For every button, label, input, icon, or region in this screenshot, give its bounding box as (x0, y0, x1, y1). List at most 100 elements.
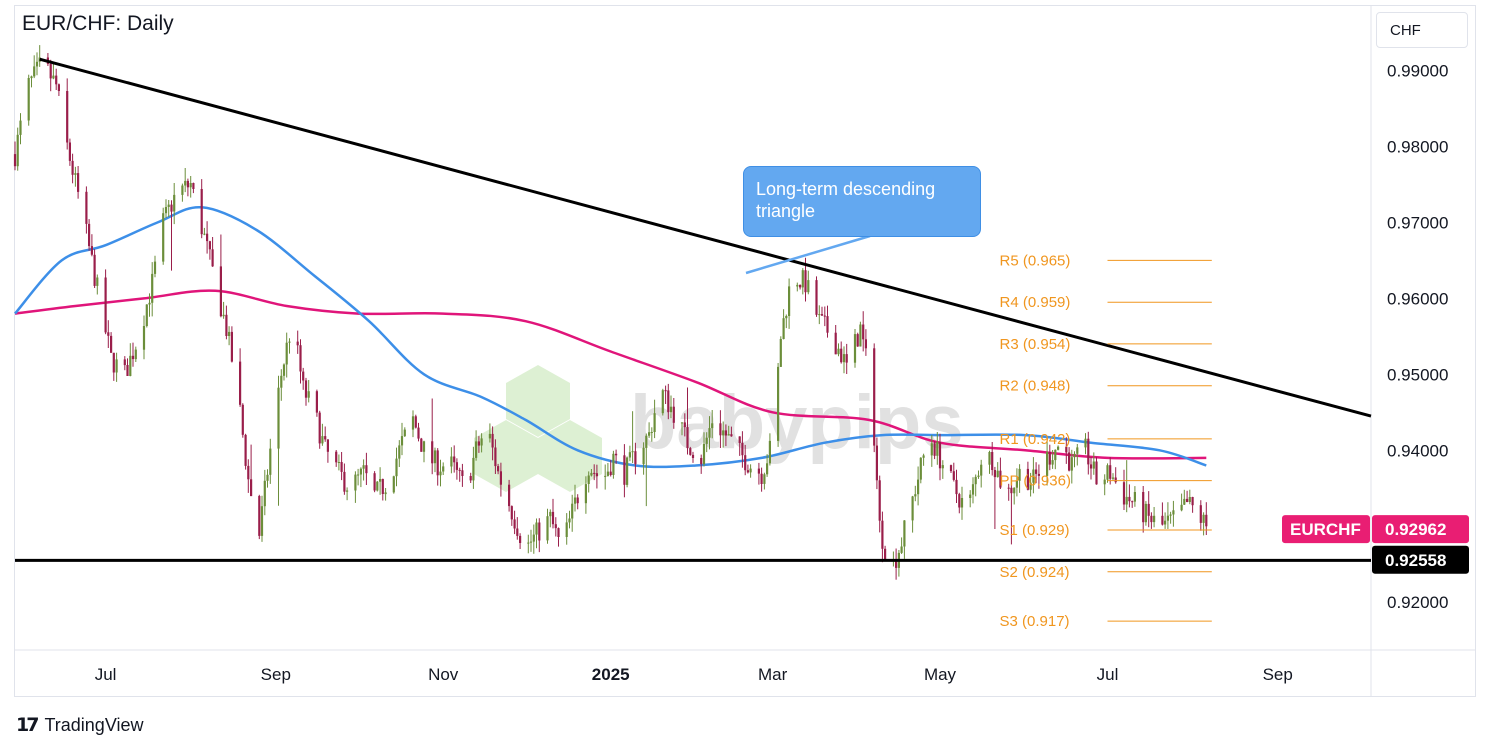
candle[interactable] (936, 432, 939, 465)
candle[interactable] (269, 438, 272, 484)
candle[interactable] (88, 219, 91, 251)
candle[interactable] (280, 369, 283, 401)
candle[interactable] (304, 377, 308, 406)
candle[interactable] (1125, 460, 1128, 513)
candle[interactable] (431, 398, 434, 475)
candle[interactable] (903, 520, 906, 559)
candle[interactable] (247, 459, 250, 493)
candle[interactable] (450, 447, 453, 474)
candle[interactable] (807, 270, 810, 295)
candle[interactable] (230, 326, 233, 363)
candle[interactable] (398, 440, 401, 467)
candle[interactable] (884, 545, 887, 562)
candle[interactable] (667, 383, 670, 420)
candle[interactable] (960, 486, 964, 520)
candle[interactable] (897, 550, 900, 577)
candle[interactable] (919, 457, 922, 484)
candle[interactable] (538, 518, 541, 553)
candle[interactable] (455, 458, 458, 480)
candle[interactable] (263, 469, 266, 516)
candle[interactable] (653, 399, 656, 439)
candle[interactable] (1051, 450, 1054, 469)
candle[interactable] (1172, 500, 1175, 527)
candle[interactable] (1186, 490, 1189, 503)
candle[interactable] (768, 433, 771, 466)
candle[interactable] (142, 315, 146, 360)
candle[interactable] (131, 342, 135, 367)
candle[interactable] (208, 240, 211, 260)
candle[interactable] (853, 329, 857, 368)
candle[interactable] (664, 385, 667, 404)
candle[interactable] (49, 59, 52, 92)
candle[interactable] (129, 343, 132, 377)
candle[interactable] (815, 276, 818, 317)
candle[interactable] (340, 452, 343, 481)
candle[interactable] (354, 471, 357, 503)
candle[interactable] (1089, 456, 1093, 480)
candle[interactable] (738, 436, 741, 456)
candle[interactable] (359, 467, 362, 488)
candle[interactable] (546, 508, 549, 544)
candle[interactable] (856, 332, 859, 347)
currency-selector[interactable]: CHF (1376, 12, 1468, 48)
candle[interactable] (266, 469, 269, 488)
candle[interactable] (1035, 462, 1038, 484)
candle[interactable] (527, 534, 530, 554)
candle[interactable] (969, 490, 972, 508)
candle[interactable] (991, 442, 994, 476)
candle[interactable] (38, 45, 41, 67)
candle[interactable] (1092, 452, 1095, 475)
candle[interactable] (615, 449, 618, 464)
candle[interactable] (744, 444, 747, 476)
candle[interactable] (763, 472, 766, 490)
candle[interactable] (1188, 489, 1191, 505)
candle[interactable] (705, 432, 708, 453)
trendline-descending-resistance[interactable] (39, 57, 1372, 418)
candle[interactable] (782, 309, 785, 340)
candle[interactable] (186, 178, 189, 197)
candle[interactable] (203, 227, 206, 236)
candle[interactable] (766, 454, 769, 477)
candle[interactable] (749, 464, 752, 478)
candle[interactable] (469, 472, 472, 483)
candle[interactable] (52, 63, 55, 80)
candle[interactable] (873, 343, 876, 453)
candle[interactable] (93, 249, 96, 288)
candle[interactable] (472, 446, 475, 489)
candle[interactable] (746, 464, 749, 474)
candle[interactable] (324, 426, 327, 442)
sma-blue-line[interactable] (14, 206, 1207, 469)
candle[interactable] (244, 433, 247, 470)
candle[interactable] (826, 305, 829, 338)
candle[interactable] (626, 456, 629, 488)
candle[interactable] (1144, 501, 1147, 526)
candle[interactable] (422, 440, 426, 463)
candle[interactable] (823, 306, 826, 327)
candle[interactable] (16, 127, 19, 171)
candle[interactable] (494, 439, 497, 474)
candle[interactable] (27, 74, 30, 126)
candle[interactable] (477, 436, 480, 453)
candle[interactable] (148, 293, 151, 317)
candle[interactable] (642, 442, 645, 475)
candle[interactable] (211, 237, 214, 267)
candle[interactable] (661, 388, 664, 416)
candle[interactable] (420, 437, 423, 452)
candle[interactable] (365, 452, 368, 485)
candle[interactable] (1054, 449, 1057, 470)
candle[interactable] (549, 509, 552, 528)
candle[interactable] (461, 463, 464, 487)
candle[interactable] (1026, 461, 1029, 491)
candle[interactable] (1087, 431, 1090, 475)
candle[interactable] (436, 448, 439, 486)
candle[interactable] (13, 141, 17, 171)
candle[interactable] (859, 321, 862, 347)
candle[interactable] (400, 422, 404, 456)
candle[interactable] (192, 182, 195, 194)
candle[interactable] (799, 284, 802, 290)
candle[interactable] (711, 410, 714, 439)
candle[interactable] (875, 437, 878, 490)
candle[interactable] (595, 464, 598, 489)
candle[interactable] (980, 459, 983, 488)
candle[interactable] (628, 445, 631, 462)
